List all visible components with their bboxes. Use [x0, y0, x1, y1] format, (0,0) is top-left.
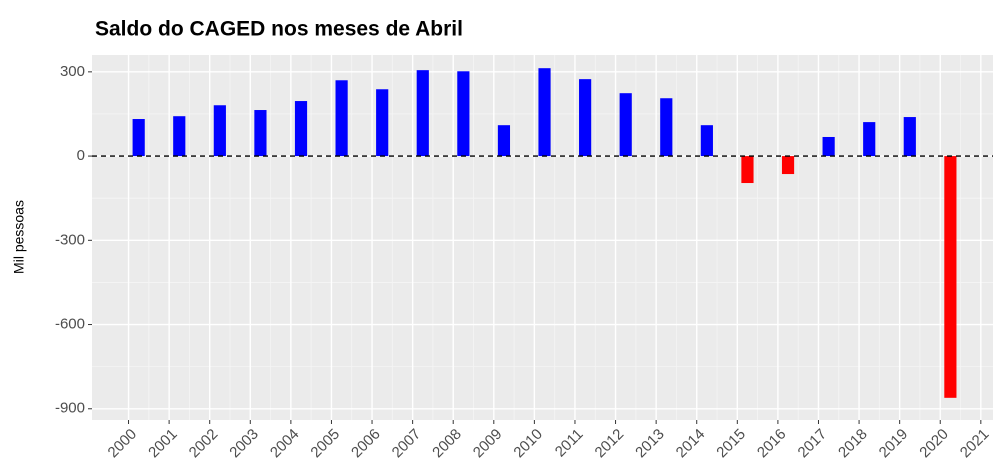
bar [416, 70, 429, 157]
y-tick-label: 0 [77, 147, 85, 164]
bar [173, 116, 186, 157]
bar [497, 125, 511, 157]
bar [741, 156, 754, 184]
x-tick-label: 2001 [145, 426, 181, 462]
x-tick-label: 2015 [713, 426, 749, 462]
chart-title: Saldo do CAGED nos meses de Abril [95, 18, 463, 41]
x-tick-label: 2017 [794, 426, 830, 462]
bar [700, 125, 713, 157]
x-tick-label: 2003 [226, 426, 262, 462]
x-tick-label: 2018 [835, 426, 871, 462]
x-tick-label: 2013 [632, 426, 668, 462]
x-tick-label: 2000 [105, 426, 141, 462]
x-tick-label: 2012 [592, 426, 628, 462]
y-tick-label: -900 [55, 400, 85, 417]
bar [376, 89, 389, 157]
x-tick-label: 2008 [429, 426, 465, 462]
x-tick-label: 2004 [267, 426, 303, 462]
x-tick-label: 2010 [510, 426, 546, 462]
x-tick-label: 2009 [470, 426, 506, 462]
bar [944, 156, 957, 398]
bar [254, 110, 267, 157]
y-tick-label: 300 [60, 63, 85, 80]
bar [538, 68, 551, 157]
bar [294, 101, 308, 157]
bar [335, 80, 348, 157]
x-tick-label: 2007 [389, 426, 425, 462]
x-tick-label: 2006 [348, 426, 384, 462]
x-tick-label: 2016 [754, 426, 790, 462]
x-tick-label: 2021 [957, 426, 993, 462]
bar [132, 119, 145, 157]
bar [213, 105, 226, 157]
x-tick-label: 2005 [307, 426, 343, 462]
x-tick-label: 2014 [673, 426, 709, 462]
x-tick-label: 2002 [186, 426, 222, 462]
bar [781, 156, 795, 175]
bar [822, 136, 835, 157]
y-axis-label: Mil pessoas [11, 200, 27, 274]
bar [863, 122, 876, 157]
y-tick-label: -600 [55, 316, 85, 333]
x-tick-label: 2011 [552, 426, 587, 461]
y-tick-label: -300 [55, 231, 85, 248]
bar [903, 117, 916, 157]
bar [660, 98, 673, 157]
x-tick-label: 2020 [916, 426, 952, 462]
x-tick-label: 2019 [876, 426, 912, 462]
bar [579, 79, 592, 157]
bar [619, 93, 632, 157]
bar [457, 71, 470, 157]
